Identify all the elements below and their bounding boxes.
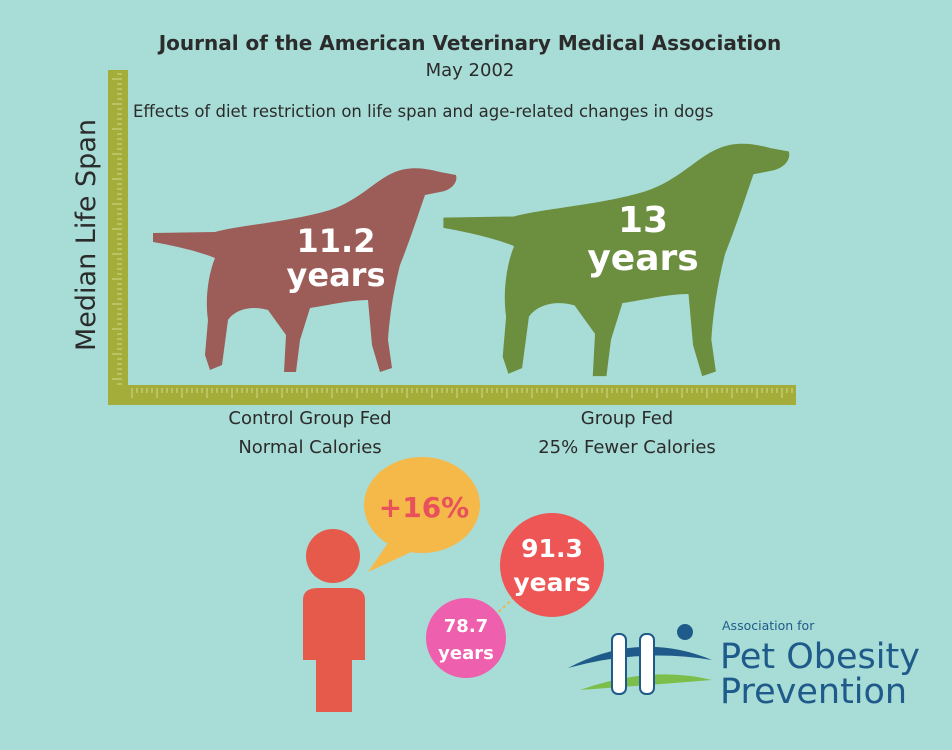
dog-silhouette bbox=[153, 168, 457, 372]
high-bubble: 91.3 years bbox=[500, 513, 604, 617]
x-axis bbox=[108, 385, 796, 405]
group-unit: years bbox=[287, 256, 386, 294]
dog-silhouette bbox=[443, 143, 790, 377]
dog-control: 11.2 years bbox=[153, 168, 457, 372]
change-value: +16% bbox=[379, 491, 469, 524]
person-head bbox=[306, 529, 360, 583]
low-value: 78.7 bbox=[444, 616, 488, 637]
bubble bbox=[364, 457, 480, 553]
subtitle: May 2002 bbox=[426, 60, 515, 81]
logo: Association for Pet Obesity Prevention bbox=[568, 618, 920, 712]
logo-band bbox=[611, 633, 627, 695]
logo-pet bbox=[677, 624, 693, 640]
group-label: Control Group Fed bbox=[228, 408, 391, 429]
bubble bbox=[426, 598, 506, 678]
group-value: 11.2 bbox=[297, 222, 376, 260]
y-axis-label: Median Life Span bbox=[71, 119, 102, 351]
logo-line: Prevention bbox=[720, 672, 907, 712]
low-unit: years bbox=[438, 643, 494, 664]
group-value: 13 bbox=[618, 200, 668, 241]
logo-line: Pet Obesity bbox=[720, 637, 920, 677]
title: Journal of the American Veterinary Medic… bbox=[157, 31, 782, 55]
low-bubble: 78.7 years bbox=[426, 598, 506, 678]
group-label: Group Fed bbox=[581, 408, 673, 429]
dog-restricted: 13 years bbox=[443, 143, 790, 377]
group-label: Normal Calories bbox=[238, 437, 381, 458]
caption: Effects of diet restriction on life span… bbox=[133, 102, 713, 121]
person-body bbox=[303, 588, 365, 712]
logo-arc bbox=[568, 646, 712, 668]
change-bubble: +16% bbox=[364, 457, 480, 572]
bubble bbox=[500, 513, 604, 617]
group-unit: years bbox=[587, 238, 698, 279]
group-label: 25% Fewer Calories bbox=[538, 437, 716, 458]
y-axis bbox=[108, 70, 128, 405]
logo-pre: Association for bbox=[722, 618, 815, 633]
high-value: 91.3 bbox=[521, 534, 583, 563]
high-unit: years bbox=[513, 568, 590, 597]
logo-band bbox=[639, 633, 655, 695]
person bbox=[303, 529, 365, 712]
axes bbox=[108, 70, 796, 405]
